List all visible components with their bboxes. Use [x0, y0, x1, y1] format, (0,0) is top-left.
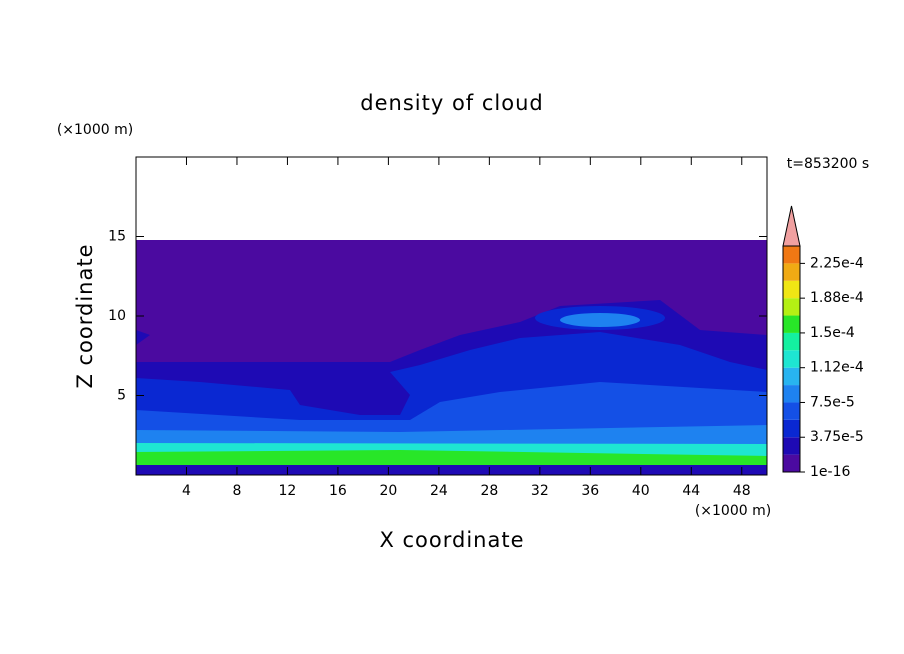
contour-field [136, 240, 767, 475]
colorbar-tick-label: 1.88e-4 [810, 290, 864, 306]
colorbar-band [783, 246, 800, 264]
x-tick-label: 28 [480, 483, 498, 499]
contour-region [560, 313, 640, 327]
x-tick-label: 20 [379, 483, 397, 499]
colorbar-band [783, 419, 800, 438]
x-tick-label: 36 [581, 483, 599, 499]
x-tick-label: 48 [733, 483, 751, 499]
colorbar-band [783, 367, 800, 386]
y-tick-label: 10 [108, 308, 126, 324]
colorbar-band [783, 385, 800, 403]
chart-title: density of cloud [360, 91, 543, 115]
y-axis-label: Z coordinate [73, 243, 97, 388]
x-unit: (×1000 m) [695, 503, 771, 519]
y-tick-label: 5 [117, 388, 126, 404]
colorbar-band [783, 350, 800, 368]
colorbar-tick-label: 1.5e-4 [810, 325, 855, 341]
colorbar-band [783, 437, 800, 455]
colorbar-band [783, 263, 800, 281]
contour-region [136, 465, 767, 475]
x-tick-label: 8 [232, 483, 241, 499]
colorbar-frame [782, 245, 801, 473]
x-tick-label: 16 [329, 483, 347, 499]
colorbar-band [783, 402, 800, 420]
colorbar-band [783, 315, 800, 333]
x-tick-label: 4 [182, 483, 191, 499]
colorbar-band [783, 298, 800, 316]
colorbar-band [783, 332, 800, 351]
colorbar-tick-label: 1e-16 [810, 464, 850, 480]
colorbar-tick-label: 1.12e-4 [810, 360, 864, 376]
colorbar-band [783, 454, 800, 472]
colorbar-band [783, 280, 800, 299]
x-tick-label: 40 [632, 483, 650, 499]
x-axis-label: X coordinate [379, 528, 524, 552]
y-unit: (×1000 m) [57, 122, 133, 138]
colorbar-tick-label: 2.25e-4 [810, 255, 864, 271]
x-tick-label: 12 [279, 483, 297, 499]
y-tick-label: 15 [108, 229, 126, 245]
x-tick-label: 44 [682, 483, 700, 499]
colorbar-tick-label: 3.75e-5 [810, 429, 864, 445]
colorbar-tick-label: 7.5e-5 [810, 394, 855, 410]
x-tick-label: 24 [430, 483, 448, 499]
contour-region [136, 450, 767, 465]
colorbar-extension [782, 205, 801, 247]
time-label: t=853200 s [787, 156, 869, 172]
x-tick-label: 32 [531, 483, 549, 499]
